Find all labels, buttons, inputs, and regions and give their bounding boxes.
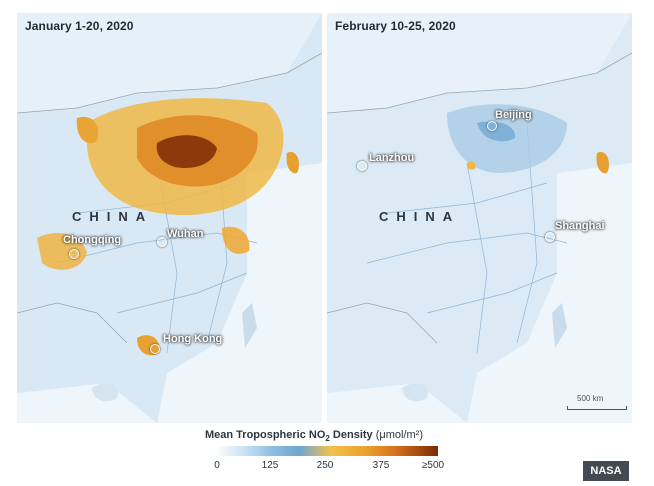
scale-bar-line [567, 406, 627, 410]
city-label-wuhan: Wuhan [167, 228, 204, 240]
no2-map-february [327, 13, 632, 423]
city-label-beijing: Beijing [495, 109, 532, 121]
map-panel-february: February 10-25, 2020 CHINA Beijing Lanzh… [327, 13, 632, 423]
city-marker-lanzhou [357, 161, 367, 171]
nasa-credit-badge: NASA [583, 461, 629, 481]
legend-tick-375: 375 [372, 460, 390, 471]
city-marker-hong-kong [150, 344, 160, 354]
legend-title-rest: Density [329, 429, 376, 441]
legend-title: Mean Tropospheric NO2 Density (μmol/m²) [205, 429, 423, 443]
legend-title-main: Mean Tropospheric NO [205, 429, 326, 441]
legend-unit: (μmol/m²) [375, 429, 424, 441]
country-label-china-left: CHINA [72, 209, 154, 224]
scale-bar: 500 km [567, 394, 627, 410]
legend-tick-250: 250 [316, 460, 334, 471]
city-label-lanzhou: Lanzhou [369, 152, 415, 164]
city-marker-chongqing [69, 249, 79, 259]
no2-map-january [17, 13, 322, 423]
panel-title-february: February 10-25, 2020 [335, 19, 456, 33]
scale-bar-label: 500 km [577, 394, 604, 403]
city-marker-beijing [487, 121, 497, 131]
legend-tick-0: 0 [214, 460, 220, 471]
country-label-china-right: CHINA [379, 209, 461, 224]
city-marker-wuhan [157, 237, 167, 247]
legend-tick-500: ≥500 [421, 460, 445, 471]
panel-title-january: January 1-20, 2020 [25, 19, 134, 33]
city-label-shanghai: Shanghai [555, 220, 605, 232]
legend-title-subscript: 2 [325, 434, 330, 444]
legend-color-bar [215, 446, 438, 456]
city-label-hong-kong: Hong Kong [163, 333, 223, 345]
map-panel-january: January 1-20, 2020 CHINA Chongqing Wuhan… [17, 13, 322, 423]
city-label-chongqing: Chongqing [63, 234, 122, 246]
city-marker-shanghai [545, 232, 555, 242]
legend-tick-125: 125 [261, 460, 279, 471]
